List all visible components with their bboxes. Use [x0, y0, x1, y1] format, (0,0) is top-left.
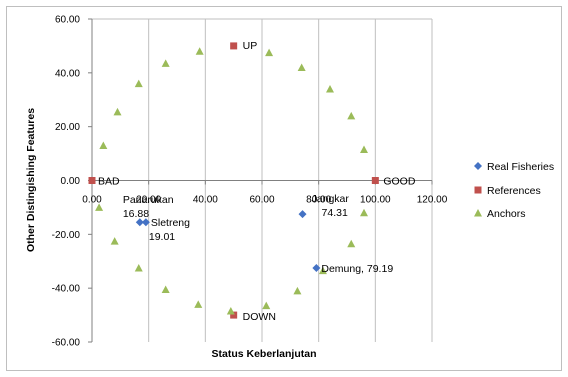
anchor-point — [161, 59, 170, 67]
point-label: 16.88 — [123, 208, 149, 220]
anchor-point — [360, 145, 368, 154]
anchor-point — [265, 48, 274, 57]
real-fisheries-point — [312, 263, 321, 272]
y-tick-label: -40.00 — [52, 284, 81, 295]
legend-marker — [474, 209, 482, 217]
x-tick-label: 20.00 — [136, 195, 161, 206]
point-label: GOOD — [383, 176, 416, 188]
point-label: BAD — [98, 176, 120, 188]
real-fisheries-point — [135, 218, 144, 227]
point-label: UP — [243, 40, 258, 52]
anchor-point — [194, 300, 203, 308]
anchor-point — [360, 208, 368, 217]
legend: Real Fisheries References Anchors — [474, 161, 554, 220]
x-tick-label: 120.00 — [417, 195, 448, 206]
x-tick-label: 80.00 — [306, 195, 331, 206]
anchor-point — [134, 79, 143, 88]
reference-point — [371, 177, 379, 184]
y-tick-label: 20.00 — [55, 122, 80, 133]
anchor-point — [326, 84, 334, 93]
legend-entry: Real Fisheries — [487, 161, 554, 173]
x-tick-label: 0.00 — [82, 195, 102, 206]
y-tick-label: -20.00 — [52, 230, 81, 241]
y-tick-label: 60.00 — [55, 15, 80, 26]
anchor-point — [110, 237, 119, 245]
reference-point — [230, 311, 238, 319]
y-axis-title: Other Distingishing Features — [25, 108, 37, 252]
anchor-point — [195, 47, 204, 55]
anchor-point — [134, 263, 143, 272]
point-label: Sletreng — [151, 217, 190, 229]
legend-marker — [474, 186, 482, 194]
point-label: Demung, 79.19 — [321, 263, 393, 275]
anchor-point — [318, 266, 327, 275]
anchor-point — [347, 239, 356, 248]
real-fisheries-point — [298, 210, 307, 219]
y-tick-label: -60.00 — [52, 338, 81, 349]
anchor-point — [161, 285, 170, 294]
x-axis-title: Status Keberlanjutan — [211, 348, 316, 360]
real-fisheries-point — [141, 218, 150, 227]
point-label: Panarukan — [123, 194, 174, 206]
anchor-point — [113, 107, 122, 116]
point-label: Jangkar — [312, 193, 350, 205]
y-tick-label: 40.00 — [55, 68, 80, 79]
x-tick-label: 40.00 — [193, 195, 218, 206]
chart-border — [6, 6, 562, 371]
point-label: DOWN — [243, 311, 276, 323]
legend-entry: References — [487, 185, 541, 197]
x-tick-label: 60.00 — [249, 195, 274, 206]
reference-point — [88, 177, 96, 184]
point-label: 19.01 — [149, 231, 175, 243]
point-label: 74.31 — [322, 207, 348, 219]
y-tick-label: 0.00 — [61, 176, 81, 187]
anchor-point — [226, 307, 235, 315]
legend-entry: Anchors — [487, 208, 526, 220]
anchor-point — [262, 301, 271, 310]
tick-labels: -60.00 -40.00 -20.00 0.00 20.00 40.00 60.00 0.0… — [52, 15, 448, 349]
legend-marker — [474, 162, 482, 170]
anchor-point — [347, 111, 356, 120]
x-tick-label: 100.00 — [360, 195, 391, 206]
anchor-point — [95, 203, 104, 211]
anchor-point — [293, 286, 302, 295]
data-points — [88, 42, 379, 319]
anchor-point — [297, 63, 306, 71]
reference-point — [230, 42, 238, 50]
anchor-point — [99, 141, 108, 150]
